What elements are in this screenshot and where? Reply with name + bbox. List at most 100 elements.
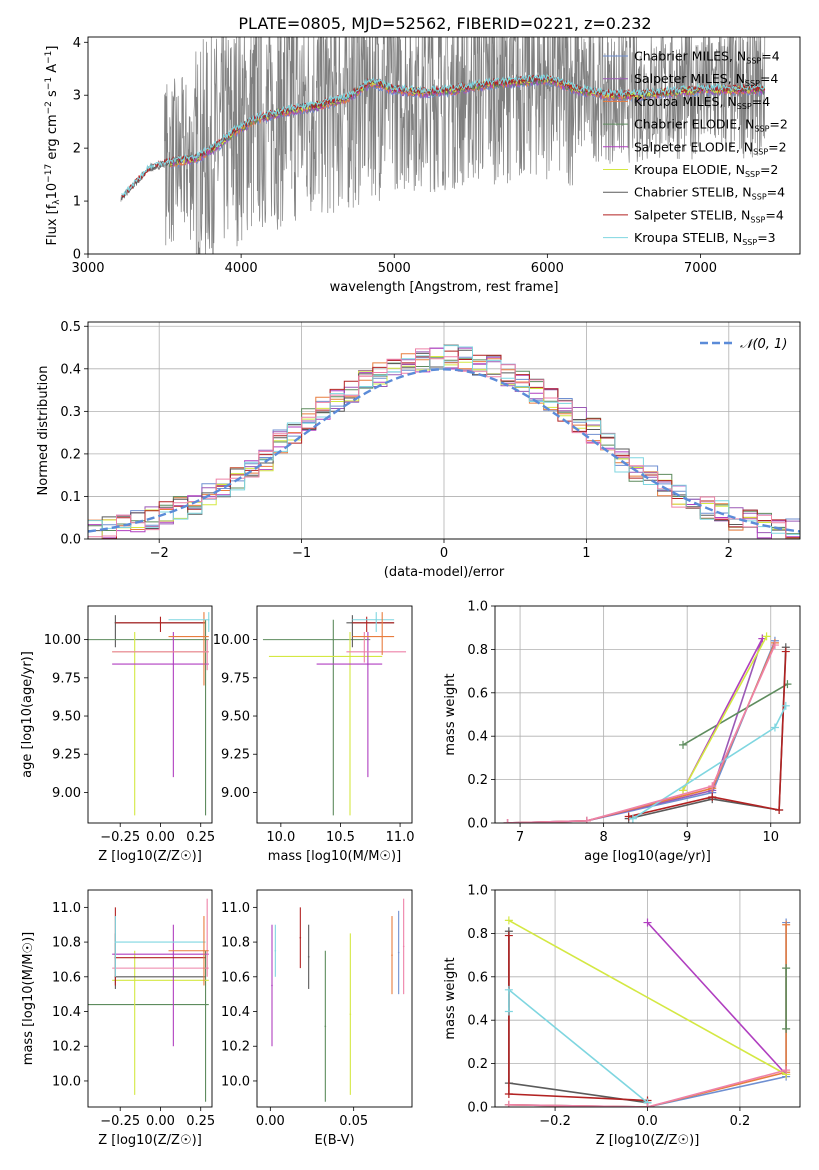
x-tick-label: 0.00 — [146, 830, 175, 845]
x-tick-label: 0.25 — [186, 830, 215, 845]
x-tick-label: 11.0 — [386, 830, 415, 845]
x-axis-label: age [log10(age/yr)] — [584, 849, 711, 864]
data-point — [206, 651, 208, 653]
weight-marker — [643, 1103, 652, 1107]
x-tick-label: 1 — [582, 546, 590, 561]
y-tick-label: 4 — [73, 36, 81, 51]
y-tick-label: 0.6 — [467, 970, 488, 985]
spectrum-legend: Chabrier MILES, NSSP=4 Salpeter MILES, NS… — [603, 49, 788, 247]
y-tick-label: 0.0 — [467, 1101, 488, 1116]
data-point — [307, 956, 310, 958]
data-point — [381, 635, 383, 638]
data-point — [204, 638, 207, 641]
weight_vs_Z-frame — [494, 889, 801, 1108]
weight-marker — [504, 931, 513, 940]
x-tick-label: 10 — [762, 830, 779, 845]
mass_vs_EBV-frame — [256, 889, 413, 1108]
data-point — [391, 954, 393, 956]
weight-marker — [628, 814, 637, 823]
figure-title: PLATE=0805, MJD=52562, FIBERID=0221, z=0… — [238, 14, 651, 33]
weight-marker — [679, 786, 688, 795]
y-tick-label: 9.25 — [221, 748, 250, 763]
mass_vs_EBV-axes: 0.00 0.05 10.0 10.2 10.4 10.6 10.8 11.0 — [221, 901, 368, 1129]
data-point — [271, 984, 273, 987]
data-point — [363, 651, 366, 653]
y-tick-label: 1 — [73, 195, 81, 210]
y-tick-label: 9.50 — [52, 710, 81, 725]
weight_vs_Z-plot-area — [504, 916, 791, 1107]
x-tick-label: −2 — [150, 546, 169, 561]
y-axis-label: Normed distribution — [36, 366, 51, 496]
legend-entry: Salpeter ELODIE, NSSP=2 — [634, 139, 787, 156]
weight-series-line — [508, 919, 787, 1076]
weight-marker — [624, 812, 633, 821]
y-axis-label: Flux [fλ10−17 erg cm−2 s−1 A−1] — [44, 46, 62, 246]
y-tick-label: 1.0 — [467, 884, 488, 899]
weight_vs_age-frame — [494, 605, 801, 824]
y-tick-label: 9.25 — [52, 748, 81, 763]
x-tick-label: 0.00 — [146, 1114, 175, 1129]
x-tick-label: 5000 — [378, 261, 411, 276]
x-axis-label: wavelength [Angstrom, rest frame] — [330, 280, 559, 295]
y-tick-label: 9.50 — [221, 710, 250, 725]
weight-series-line — [508, 1069, 787, 1107]
x-tick-label: 0.2 — [730, 1114, 751, 1129]
y-tick-label: 0.4 — [60, 362, 81, 377]
weight-series-line — [507, 644, 776, 823]
y-tick-label: 10.4 — [221, 1005, 250, 1020]
legend-entry: Kroupa MILES, NSSP=4 — [634, 94, 770, 111]
x-tick-label: −0.2 — [539, 1114, 571, 1129]
y-axis-label: mass weight — [443, 673, 458, 755]
y-tick-label: 9.00 — [221, 786, 250, 801]
data-point — [114, 941, 117, 943]
legend-entry: Kroupa STELIB, NSSP=3 — [634, 230, 776, 247]
y-tick-label: 9.75 — [52, 671, 81, 686]
weight-marker — [504, 1100, 513, 1107]
age_vs_Z-plot-area — [88, 612, 210, 816]
weight-marker — [708, 782, 717, 791]
data-point — [206, 967, 208, 969]
weight-series-line — [508, 931, 648, 1104]
y-tick-label: 10.2 — [52, 1040, 81, 1055]
y-tick-label: 3 — [73, 89, 81, 104]
x-axis-label: Z [log10(Z/Z☉)] — [98, 849, 202, 864]
y-tick-label: 10.00 — [44, 633, 81, 648]
data-point — [349, 655, 351, 658]
y-tick-label: 2 — [73, 142, 81, 157]
weight-marker — [782, 964, 791, 973]
weight-marker — [781, 647, 790, 656]
data-point — [349, 1013, 352, 1015]
mass_vs_Z-plot-area — [88, 898, 209, 1102]
x-tick-label: 0.25 — [186, 1114, 215, 1129]
x-axis-label: mass [log10(M/M☉)] — [268, 849, 401, 864]
y-tick-label: 0.0 — [467, 817, 488, 832]
mass_vs_EBV-plot-area — [271, 898, 405, 1102]
legend-entry: Salpeter STELIB, NSSP=4 — [634, 207, 784, 224]
spectrum-axes: 3000 4000 5000 6000 7000 0 1 2 3 4 — [71, 36, 717, 276]
weight-series-line — [507, 642, 776, 823]
y-tick-label: 10.6 — [221, 970, 250, 985]
weight-series-line — [507, 640, 776, 823]
y-tick-label: 9.75 — [221, 671, 250, 686]
legend-entry: Chabrier ELODIE, NSSP=2 — [634, 117, 788, 134]
x-tick-label: 3000 — [71, 261, 104, 276]
gaussian-reference-curve — [88, 368, 800, 533]
weight-series-line — [646, 921, 787, 1076]
x-axis-label: Z [log10(Z/Z☉)] — [98, 1133, 202, 1148]
age_vs_mass-plot-area — [262, 612, 407, 816]
y-tick-label: 10.8 — [52, 936, 81, 951]
x-tick-label: 10.5 — [326, 830, 355, 845]
weight-marker — [708, 792, 717, 801]
legend-entry: Salpeter MILES, NSSP=4 — [634, 71, 778, 88]
y-tick-label: 0.4 — [467, 730, 488, 745]
weight-marker — [782, 1024, 791, 1033]
x-tick-label: 6000 — [531, 261, 564, 276]
weight-marker — [503, 819, 512, 823]
data-point — [299, 936, 302, 939]
x-tick-label: 0.05 — [339, 1114, 368, 1129]
x-axis-label: E(B-V) — [314, 1133, 354, 1148]
residuals-plot-area — [88, 344, 800, 539]
y-tick-label: 0.2 — [467, 773, 488, 788]
data-point — [203, 635, 205, 638]
